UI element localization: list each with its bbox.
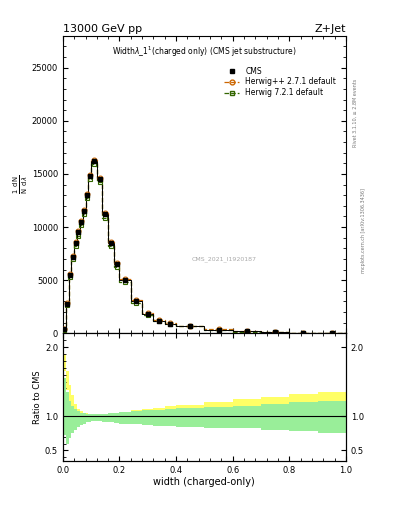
CMS [79,219,84,225]
Herwig 7.2.1 default [62,327,67,333]
Herwig++ 2.7.1 default [114,260,119,266]
Herwig 7.2.1 default [103,215,108,221]
Herwig 7.2.1 default [92,161,96,167]
Herwig++ 2.7.1 default [216,326,221,332]
Herwig++ 2.7.1 default [188,323,193,329]
CMS [84,192,89,198]
Herwig 7.2.1 default [157,318,162,325]
Herwig 7.2.1 default [114,264,119,270]
CMS [82,208,86,214]
Text: 13000 GeV pp: 13000 GeV pp [63,24,142,34]
CMS [244,328,249,334]
Herwig++ 2.7.1 default [145,310,150,316]
Herwig++ 2.7.1 default [87,172,92,178]
Herwig++ 2.7.1 default [329,330,334,336]
Herwig++ 2.7.1 default [82,207,86,213]
Line: Herwig++ 2.7.1 default: Herwig++ 2.7.1 default [62,158,334,335]
Y-axis label: Ratio to CMS: Ratio to CMS [33,370,42,424]
Herwig++ 2.7.1 default [92,157,96,163]
Herwig 7.2.1 default [145,312,150,318]
Herwig++ 2.7.1 default [103,210,108,217]
Herwig++ 2.7.1 default [73,239,78,245]
Line: CMS: CMS [62,159,333,335]
Herwig 7.2.1 default [329,330,334,336]
Herwig++ 2.7.1 default [70,253,75,259]
Herwig++ 2.7.1 default [273,329,277,335]
Herwig 7.2.1 default [97,179,102,185]
X-axis label: width (charged-only): width (charged-only) [154,477,255,487]
CMS [68,272,72,278]
CMS [114,261,119,267]
Line: Herwig 7.2.1 default: Herwig 7.2.1 default [62,162,334,335]
Herwig 7.2.1 default [273,329,277,335]
Herwig 7.2.1 default [73,243,78,249]
Text: Rivet 3.1.10, ≥ 2.8M events: Rivet 3.1.10, ≥ 2.8M events [353,78,358,147]
CMS [273,329,277,335]
Herwig 7.2.1 default [188,324,193,330]
Herwig 7.2.1 default [65,302,70,308]
Herwig++ 2.7.1 default [65,300,70,306]
Herwig++ 2.7.1 default [62,326,67,332]
Herwig 7.2.1 default [87,176,92,182]
CMS [216,327,221,333]
Herwig 7.2.1 default [108,243,113,249]
CMS [168,321,173,327]
Herwig 7.2.1 default [244,329,249,335]
CMS [157,317,162,324]
Herwig++ 2.7.1 default [97,175,102,181]
Text: Width$\lambda\_1^1$(charged only) (CMS jet substructure): Width$\lambda\_1^1$(charged only) (CMS j… [112,45,297,59]
CMS [123,277,127,283]
Herwig 7.2.1 default [123,279,127,285]
CMS [73,240,78,246]
CMS [92,158,96,164]
CMS [188,323,193,329]
Herwig++ 2.7.1 default [168,320,173,326]
Herwig++ 2.7.1 default [134,297,139,304]
Herwig++ 2.7.1 default [68,271,72,277]
CMS [70,254,75,260]
Herwig 7.2.1 default [301,330,306,336]
Herwig++ 2.7.1 default [108,239,113,245]
CMS [134,298,139,305]
Text: Z+Jet: Z+Jet [314,24,346,34]
CMS [301,330,306,336]
Herwig 7.2.1 default [79,222,84,228]
Herwig++ 2.7.1 default [123,276,127,282]
Herwig++ 2.7.1 default [76,228,81,234]
Herwig 7.2.1 default [82,211,86,218]
Legend: CMS, Herwig++ 2.7.1 default, Herwig 7.2.1 default: CMS, Herwig++ 2.7.1 default, Herwig 7.2.… [221,63,339,100]
CMS [329,330,334,336]
Herwig++ 2.7.1 default [301,330,306,336]
CMS [108,240,113,246]
Herwig 7.2.1 default [70,256,75,262]
Herwig 7.2.1 default [134,300,139,306]
Herwig++ 2.7.1 default [84,191,89,197]
CMS [103,211,108,218]
Herwig++ 2.7.1 default [244,328,249,334]
Herwig 7.2.1 default [76,232,81,239]
Text: CMS_2021_I1920187: CMS_2021_I1920187 [192,256,257,262]
CMS [76,229,81,236]
Herwig 7.2.1 default [168,321,173,327]
Text: mcplots.cern.ch [arXiv:1306.3436]: mcplots.cern.ch [arXiv:1306.3436] [361,188,366,273]
Herwig 7.2.1 default [216,327,221,333]
Herwig 7.2.1 default [68,274,72,280]
Herwig++ 2.7.1 default [79,218,84,224]
CMS [65,301,70,307]
Y-axis label: $\frac{1}{\mathrm{N}}\,\frac{\mathrm{dN}}{\mathrm{d}\lambda}$: $\frac{1}{\mathrm{N}}\,\frac{\mathrm{dN}… [12,175,30,194]
CMS [62,326,67,332]
CMS [87,173,92,179]
Herwig 7.2.1 default [84,195,89,201]
CMS [97,176,102,182]
CMS [145,311,150,317]
Herwig++ 2.7.1 default [157,316,162,323]
